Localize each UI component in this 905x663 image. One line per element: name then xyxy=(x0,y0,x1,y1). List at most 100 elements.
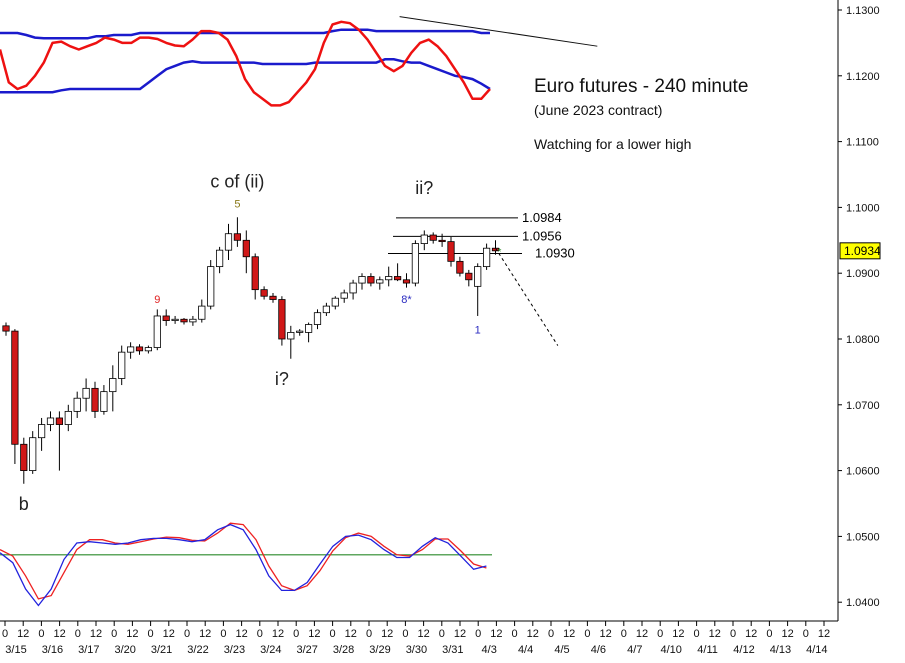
y-tick-label: 1.0800 xyxy=(846,334,880,346)
y-tick-label: 1.0700 xyxy=(846,400,880,412)
x-tick-hour-label: 0 xyxy=(475,628,481,640)
x-tick-date-label: 3/16 xyxy=(42,644,63,656)
x-tick-hour-label: 12 xyxy=(235,628,247,640)
x-tick-hour-label: 0 xyxy=(257,628,263,640)
signal-marker: * xyxy=(498,247,502,258)
candle-body xyxy=(153,315,161,348)
x-tick-hour-label: 0 xyxy=(657,628,663,640)
wave-label: 9 xyxy=(154,294,160,306)
candle-body xyxy=(465,272,473,281)
x-tick-hour-label: 0 xyxy=(439,628,445,640)
candle-body xyxy=(251,256,259,291)
y-tick-label: 1.1300 xyxy=(846,5,880,17)
x-tick-hour-label: 12 xyxy=(381,628,393,640)
x-tick-hour-label: 0 xyxy=(293,628,299,640)
wave-label: 5 xyxy=(234,198,240,210)
x-tick-date-label: 4/12 xyxy=(733,644,754,656)
x-tick-date-label: 4/10 xyxy=(660,644,681,656)
x-tick-hour-label: 0 xyxy=(402,628,408,640)
x-tick-hour-label: 0 xyxy=(694,628,700,640)
x-tick-date-label: 3/23 xyxy=(224,644,245,656)
x-tick-hour-label: 12 xyxy=(53,628,65,640)
stochastic-blue-line xyxy=(0,523,487,607)
candle-body xyxy=(91,387,99,412)
x-tick-date-label: 3/24 xyxy=(260,644,281,656)
wave-label: i? xyxy=(275,369,289,389)
candle-body xyxy=(100,391,108,412)
y-tick-label: 1.0500 xyxy=(846,531,880,543)
x-tick-hour-label: 12 xyxy=(345,628,357,640)
candle-body xyxy=(118,351,126,379)
x-tick-hour-label: 12 xyxy=(199,628,211,640)
wave-label: b xyxy=(19,494,29,514)
x-tick-hour-label: 0 xyxy=(366,628,372,640)
price-levels: 1.0984 1.0956 1.0930 xyxy=(388,210,575,260)
price-level-label: 1.0984 xyxy=(522,210,562,225)
y-tick-label: 1.0600 xyxy=(846,466,880,478)
candle-body xyxy=(233,233,241,241)
x-tick-hour-label: 12 xyxy=(781,628,793,640)
candle-body xyxy=(189,318,197,323)
x-tick-date-label: 3/27 xyxy=(296,644,317,656)
candle-body xyxy=(420,234,428,244)
wave-label: ii? xyxy=(415,178,433,198)
candle-body xyxy=(322,305,331,314)
x-tick-date-label: 4/14 xyxy=(806,644,827,656)
candle-body xyxy=(82,387,90,399)
candle-body xyxy=(2,325,10,332)
x-tick-date-label: 3/21 xyxy=(151,644,172,656)
candle-body xyxy=(198,305,206,320)
candle-body xyxy=(242,239,250,258)
x-tick-date-label: 4/13 xyxy=(770,644,791,656)
x-tick-date-label: 3/31 xyxy=(442,644,463,656)
candle-body xyxy=(456,260,464,274)
candle-body xyxy=(402,279,411,284)
x-tick-hour-label: 12 xyxy=(527,628,539,640)
x-tick-hour-label: 0 xyxy=(38,628,44,640)
cycle-line xyxy=(0,20,491,107)
wave-label: 1 xyxy=(475,325,481,337)
candle-body xyxy=(474,266,482,287)
candle-body xyxy=(215,249,224,268)
candle-body xyxy=(482,247,491,268)
x-tick-hour-label: 12 xyxy=(672,628,684,640)
y-axis: 1.1300 1.1200 1.1100 1.1000 1.0900 1.0800 1.07… xyxy=(838,5,880,609)
x-tick-date-label: 4/5 xyxy=(554,644,569,656)
candle-body xyxy=(29,437,37,472)
candle-body xyxy=(358,276,366,284)
price-level-label: 1.0956 xyxy=(522,228,562,243)
x-tick-hour-label: 12 xyxy=(636,628,648,640)
x-tick-date-label: 4/6 xyxy=(591,644,606,656)
y-tick-label: 1.0400 xyxy=(846,597,880,609)
candle-body xyxy=(127,346,135,353)
x-tick-hour-label: 12 xyxy=(126,628,138,640)
y-tick-label: 1.1100 xyxy=(846,137,879,149)
x-tick-hour-label: 0 xyxy=(2,628,8,640)
candlesticks xyxy=(2,217,500,484)
candle-body xyxy=(278,299,286,340)
x-tick-hour-label: 12 xyxy=(163,628,175,640)
x-tick-hour-label: 12 xyxy=(17,628,29,640)
candle-body xyxy=(349,282,357,294)
candle-body xyxy=(385,276,393,281)
candle-body xyxy=(260,289,268,297)
candle-body xyxy=(64,410,72,425)
candle-body xyxy=(376,279,384,284)
x-tick-hour-label: 0 xyxy=(220,628,226,640)
x-tick-hour-label: 0 xyxy=(584,628,590,640)
candle-body xyxy=(20,443,28,471)
chart-subtitle: (June 2023 contract) xyxy=(534,102,662,118)
x-tick-hour-label: 0 xyxy=(148,628,154,640)
x-tick-hour-label: 0 xyxy=(766,628,772,640)
stochastic-red-line xyxy=(0,522,487,600)
candle-body xyxy=(296,330,304,333)
candle-body xyxy=(135,346,144,352)
candle-body xyxy=(313,312,322,325)
candle-body xyxy=(287,332,295,340)
x-tick-date-label: 3/22 xyxy=(187,644,208,656)
lower-band-line xyxy=(0,58,491,94)
candle-body xyxy=(180,318,188,323)
upper-band-line xyxy=(0,28,490,40)
x-tick-date-label: 4/4 xyxy=(518,644,533,656)
x-tick-hour-label: 12 xyxy=(490,628,502,640)
